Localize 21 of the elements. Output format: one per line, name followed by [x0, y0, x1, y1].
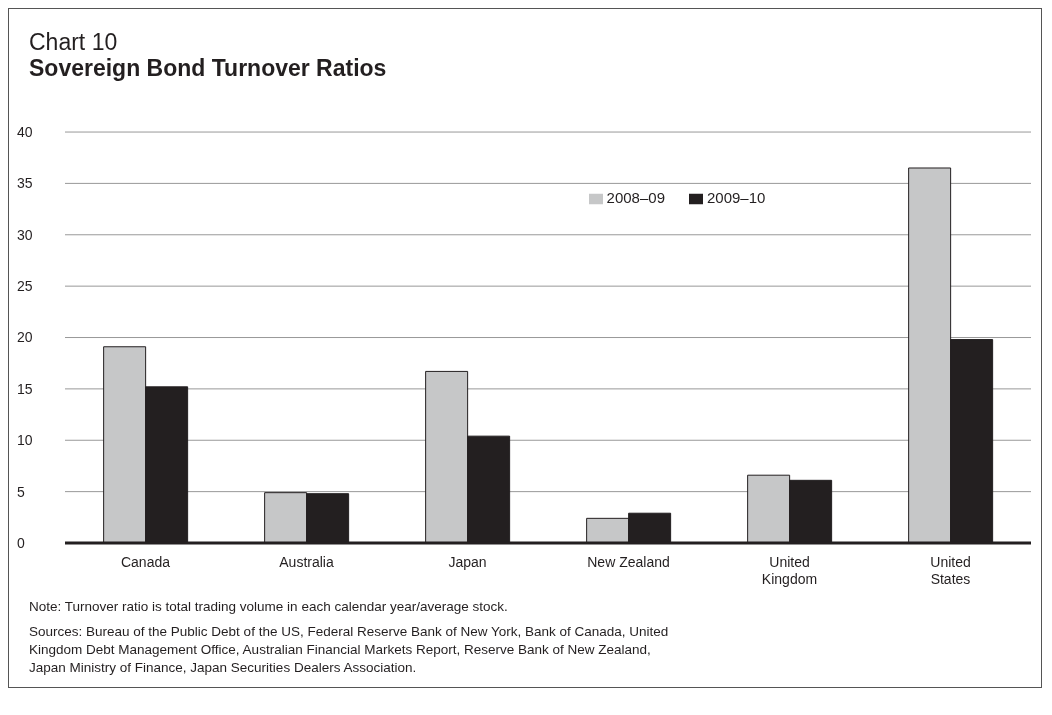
- y-tick-label: 5: [17, 483, 25, 500]
- y-tick-label: 40: [17, 124, 33, 140]
- text: Note: Turnover ratio is total trading volume in each calendar year/average stock.: [29, 599, 509, 614]
- x-tick-label: United Kingdom: [761, 554, 818, 587]
- source-note: Sources: Bureau of the Public Debt of the US, Federal Reserve Bank of New York, Bank of Canada, United Kingdom Debt Management Office, Australian Financial Markets Report, Reserve Bank of New Zealand, Japan Ministry of Finance, Japan Securities Dealers Association.: [29, 623, 670, 677]
- legend-label: 2008–09: [606, 189, 665, 206]
- x-tick-label: Canada: [120, 554, 171, 570]
- x-tick-label: Australia: [279, 554, 334, 570]
- chart-title: Chart 10: [29, 29, 118, 56]
- y-tick-label: 20: [17, 329, 33, 346]
- y-tick-label: 25: [17, 278, 33, 295]
- y-tick-label: 30: [17, 226, 33, 243]
- x-tick-label: Japan: [448, 554, 487, 570]
- legend-label: 2009–10: [707, 189, 766, 206]
- y-tick-label: 15: [17, 380, 33, 397]
- chart-subtitle: Sovereign Bond Turnover Ratios: [29, 55, 387, 82]
- x-tick-label: United States: [930, 554, 971, 587]
- y-tick-label: 0: [17, 534, 25, 551]
- x-tick-label: New Zealand: [587, 554, 670, 570]
- y-tick-label: 35: [17, 175, 33, 192]
- y-tick-label: 10: [17, 432, 33, 449]
